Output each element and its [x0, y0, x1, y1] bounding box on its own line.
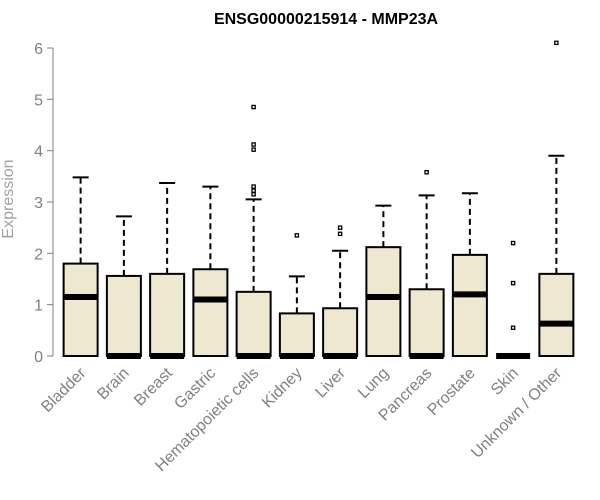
outlier-point: [251, 142, 256, 147]
box-pancreas: [408, 169, 445, 359]
box-brain: [105, 215, 142, 359]
outlier-point: [424, 169, 429, 175]
box-iqr: [538, 272, 575, 357]
y-tick-label: 5: [34, 92, 43, 109]
y-tick-label: 2: [34, 246, 43, 263]
box-iqr: [149, 272, 186, 357]
x-tick-label: Skin: [488, 365, 522, 399]
chart-title: ENSG00000215914 - MMP23A: [214, 11, 439, 28]
outlier-point: [337, 225, 343, 230]
y-axis-title: Expression: [0, 159, 17, 238]
box-prostate: [451, 192, 488, 357]
x-tick-label: Breast: [131, 364, 176, 409]
outlier-point: [251, 184, 256, 189]
x-tick-label: Brain: [94, 365, 132, 403]
y-tick-label: 0: [34, 349, 43, 366]
outlier-point: [554, 40, 559, 46]
box-iqr: [192, 268, 229, 358]
box-iqr: [62, 262, 99, 358]
box-iqr: [322, 307, 359, 358]
y-axis: 0 1 2 3 4 5 6: [34, 41, 54, 366]
outlier-point: [510, 325, 516, 331]
y-tick-label: 6: [34, 41, 43, 58]
box-breast: [149, 182, 186, 359]
box-iqr: [235, 290, 272, 358]
outlier-point: [251, 147, 256, 152]
box-kidney: [278, 233, 315, 359]
outlier-point: [510, 240, 516, 246]
box-lung: [365, 204, 402, 358]
x-tick-label: Lung: [355, 365, 392, 402]
x-tick-label: Kidney: [259, 365, 306, 412]
outlier-point: [294, 233, 300, 238]
box-liver: [322, 225, 359, 359]
outlier-point: [251, 192, 256, 197]
box-iqr: [105, 274, 142, 358]
y-tick-label: 3: [34, 195, 43, 212]
box-iqr: [408, 288, 445, 357]
x-tick-label: Prostate: [425, 365, 479, 419]
box-iqr: [278, 312, 315, 358]
y-tick-label: 1: [34, 298, 43, 315]
outlier-point: [251, 188, 256, 193]
box-iqr: [365, 246, 402, 358]
outlier-point: [251, 104, 256, 110]
y-tick-label: 4: [34, 144, 43, 161]
box-series: [62, 40, 575, 359]
box-iqr: [451, 253, 488, 357]
box-gastric: [192, 185, 229, 358]
box-unknown-other: [538, 40, 575, 357]
outlier-point: [510, 280, 516, 286]
box-hematopoietic-cells: [235, 104, 272, 359]
x-tick-label: Liver: [312, 364, 349, 401]
x-tick-label: Bladder: [38, 364, 89, 415]
box-bladder: [62, 176, 99, 358]
box-skin: [496, 240, 531, 359]
outlier-point: [337, 231, 343, 237]
